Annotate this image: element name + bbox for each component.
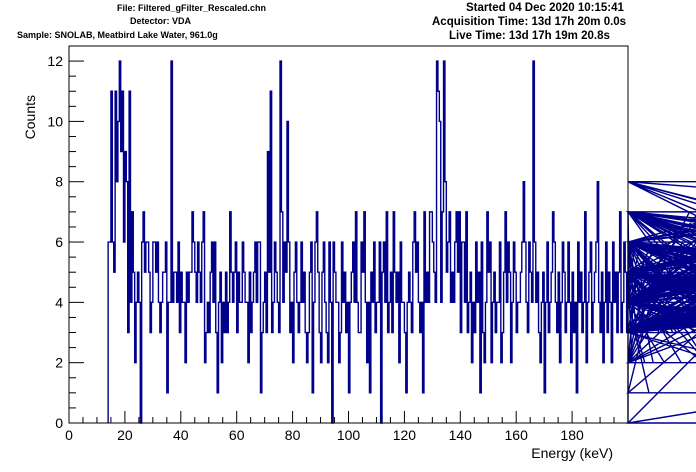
header-started: Started 04 Dec 2020 10:15:41 [466, 2, 624, 14]
y-tick-label: 2 [55, 355, 63, 371]
y-tick-label: 8 [55, 174, 63, 190]
x-tick-label: 0 [65, 427, 73, 443]
histogram-series [107, 60, 696, 424]
header-detector: Detector: VDA [130, 16, 192, 26]
axis-layer: 0 20 40 60 80 100 120 140 160 180 0 2 4 6 8 10 12 [47, 45, 629, 443]
x-tick-label: 20 [117, 427, 133, 443]
y-tick-label: 6 [55, 234, 63, 250]
y-tick-label: 4 [55, 294, 63, 310]
x-tick-label: 60 [229, 427, 245, 443]
y-tick-label: 12 [47, 53, 63, 69]
y-tick-label: 10 [47, 113, 63, 129]
header-live-time: Live Time: 13d 17h 19m 20.8s [449, 30, 610, 42]
y-tick-label: 0 [55, 415, 63, 431]
x-tick-label: 140 [449, 427, 473, 443]
x-tick-label: 40 [173, 427, 189, 443]
header-acquisition-time: Acquisition Time: 13d 17h 20m 0.0s [432, 16, 627, 28]
x-tick-label: 160 [505, 427, 529, 443]
x-tick-label: 80 [285, 427, 301, 443]
header-file: File: Filtered_gFilter_Rescaled.chn [117, 3, 267, 13]
x-tick-label: 180 [560, 427, 584, 443]
x-axis-label: Energy (keV) [531, 445, 613, 461]
x-tick-label: 120 [393, 427, 417, 443]
y-axis-label: Counts [22, 95, 38, 139]
header-sample: Sample: SNOLAB, Meatbird Lake Water, 961… [17, 30, 218, 40]
histogram-layer [107, 60, 696, 424]
x-tick-label: 100 [337, 427, 361, 443]
